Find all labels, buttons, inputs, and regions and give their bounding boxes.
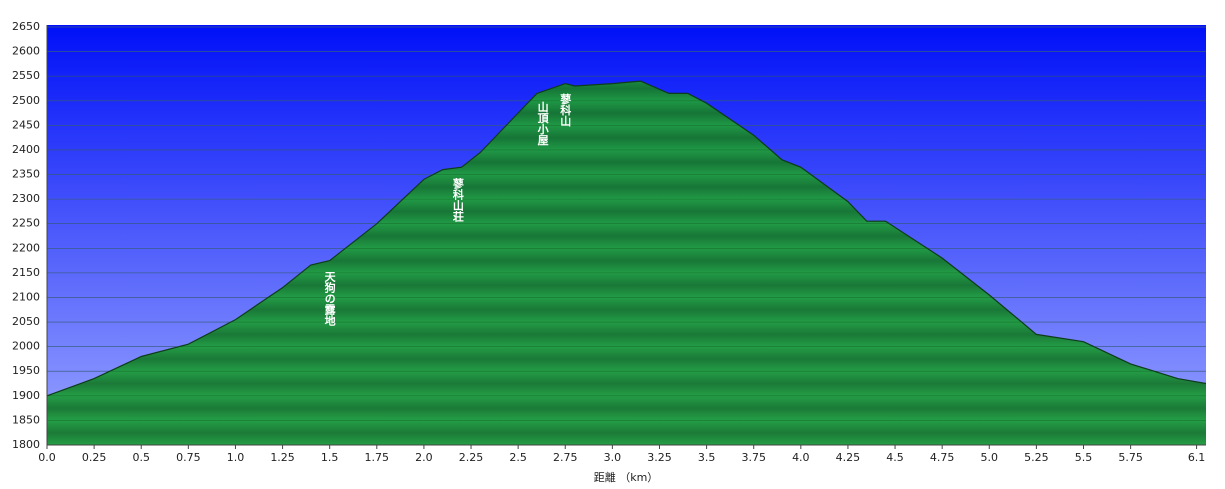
x-tick-label: 1.5 <box>321 451 339 464</box>
y-tick-label: 2650 <box>12 20 40 33</box>
y-tick-label: 2050 <box>12 315 40 328</box>
y-tick-label: 2450 <box>12 118 40 131</box>
x-tick-label: 2.75 <box>553 451 578 464</box>
y-tick-label: 2000 <box>12 340 40 353</box>
y-tick-label: 2600 <box>12 45 40 58</box>
x-tick-label: 2.5 <box>509 451 527 464</box>
x-tick-label: 2.0 <box>415 451 433 464</box>
x-tick-label: 5.0 <box>981 451 999 464</box>
y-tick-label: 2300 <box>12 192 40 205</box>
x-tick-label: 0.0 <box>38 451 56 464</box>
y-tick-label: 2200 <box>12 241 40 254</box>
x-tick-label: 3.75 <box>741 451 766 464</box>
x-tick-label: 4.75 <box>930 451 955 464</box>
x-tick-label: 1.75 <box>365 451 390 464</box>
y-tick-label: 1800 <box>12 438 40 451</box>
x-tick-label: 5.5 <box>1075 451 1093 464</box>
x-tick-label: 2.25 <box>459 451 484 464</box>
x-tick-label: 3.5 <box>698 451 716 464</box>
x-tick-label: 5.75 <box>1118 451 1143 464</box>
x-tick-label: 5.25 <box>1024 451 1049 464</box>
x-tick-label: 1.0 <box>227 451 245 464</box>
y-tick-label: 2350 <box>12 168 40 181</box>
x-tick-label: 3.25 <box>647 451 672 464</box>
elevation-line <box>46 80 1207 397</box>
y-tick-label: 1950 <box>12 364 40 377</box>
annotation: 蓼科山 <box>559 92 573 127</box>
x-tick-label: 4.25 <box>836 451 861 464</box>
y-tick-label: 2150 <box>12 266 40 279</box>
y-tick-label: 2400 <box>12 143 40 156</box>
annotation: 蓼科山荘 <box>451 176 465 222</box>
y-tick-label: 2100 <box>12 290 40 303</box>
elevation-area <box>47 81 1206 445</box>
x-tick-label: 0.25 <box>82 451 107 464</box>
y-tick-label: 2500 <box>12 94 40 107</box>
x-tick-label: 0.5 <box>132 451 150 464</box>
x-tick-label: 3.0 <box>604 451 622 464</box>
y-tick-label: 1850 <box>12 413 40 426</box>
x-tick-label: 6.1 <box>1188 451 1206 464</box>
x-tick-label: 0.75 <box>176 451 201 464</box>
x-tick-label: 4.5 <box>886 451 904 464</box>
annotation: 山頂小屋 <box>536 100 550 146</box>
y-tick-label: 2550 <box>12 69 40 82</box>
x-tick-label: 4.0 <box>792 451 810 464</box>
y-tick-label: 2250 <box>12 217 40 230</box>
annotation: 天狗の露地 <box>323 270 336 325</box>
y-tick-label: 1900 <box>12 389 40 402</box>
x-tick-label: 1.25 <box>270 451 295 464</box>
x-axis-label: 距離 （km） <box>594 470 659 484</box>
